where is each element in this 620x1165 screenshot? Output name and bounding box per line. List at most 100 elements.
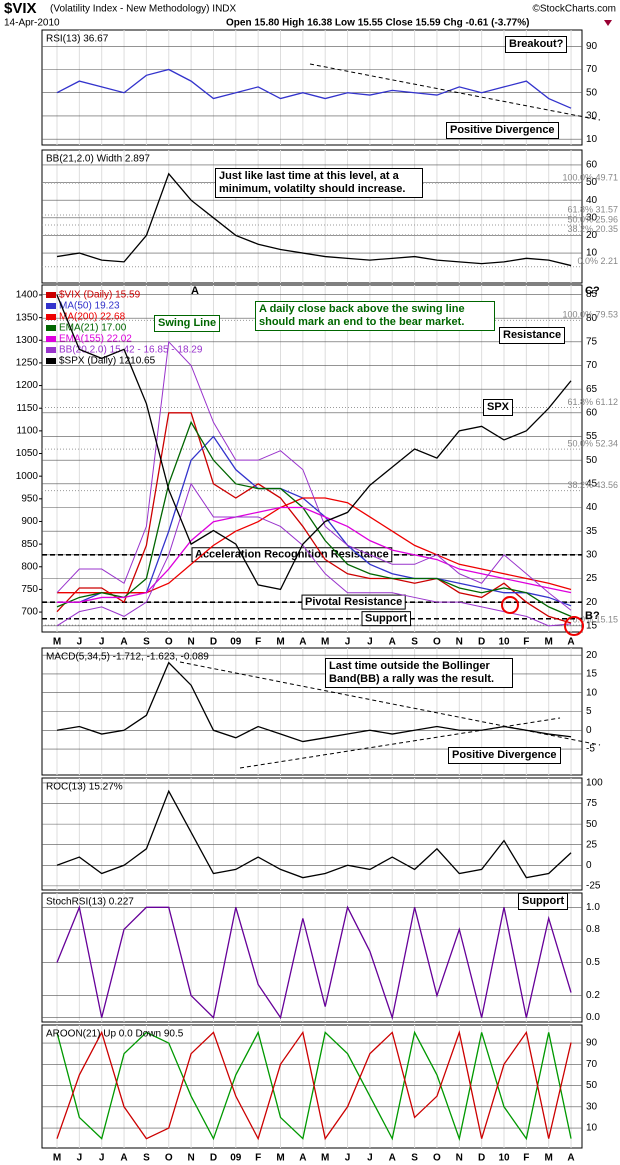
tick-label: 45	[586, 478, 598, 489]
tick-label: 25	[586, 573, 598, 584]
x-tick-label: A	[299, 637, 306, 648]
x-tick-label: J	[99, 1153, 105, 1164]
fib-label: 61.8% 61.12	[567, 397, 618, 407]
tick-label: 750	[21, 584, 38, 595]
down-arrow	[604, 20, 612, 26]
x-tick-label: F	[255, 637, 261, 648]
tick-label: 1000	[16, 471, 39, 482]
trend-line	[179, 661, 601, 746]
legend-swatch	[46, 314, 56, 320]
x-tick-label: F	[523, 637, 529, 648]
legend-label: MA(50) 19.23	[59, 301, 120, 312]
tick-label: 80	[586, 313, 598, 324]
legend-label: MA(200) 22.68	[59, 312, 126, 323]
x-tick-label: J	[99, 637, 105, 648]
legend-label: EMA(21) 17.00	[59, 323, 127, 334]
quote: Open 15.80 High 16.38 Low 15.55 Close 15…	[226, 18, 529, 29]
x-tick-label: O	[433, 1153, 441, 1164]
panel-label: StochRSI(13) 0.227	[46, 897, 134, 908]
series-line	[56, 172, 572, 267]
x-tick-label: M	[276, 1153, 284, 1164]
x-tick-label: 09	[230, 1153, 242, 1164]
x-tick-label: F	[255, 1153, 261, 1164]
tick-label: 850	[21, 539, 38, 550]
tick-label: 10	[586, 248, 598, 259]
tick-label: 60	[586, 160, 598, 171]
series-line	[56, 294, 572, 591]
fib-label: 50.0% 25.96	[567, 214, 618, 224]
tick-label: 30	[586, 212, 598, 223]
x-tick-label: A	[389, 637, 396, 648]
level-box	[361, 611, 411, 627]
annotation: Last time outside the Bollinger Band(BB)…	[325, 658, 513, 688]
x-tick-label: D	[478, 637, 485, 648]
x-tick-label: M	[321, 1153, 329, 1164]
annotation: Breakout?	[505, 36, 568, 53]
x-tick-label: J	[77, 637, 83, 648]
x-tick-label: M	[276, 637, 284, 648]
panel-label: BB(21,2.0) Width 2.897	[46, 154, 150, 165]
x-tick-label: N	[456, 637, 463, 648]
legend-label: EMA(155) 22.02	[59, 334, 132, 345]
tick-label: 1350	[16, 312, 39, 323]
tick-label: 35	[586, 526, 598, 537]
trend-line	[239, 717, 561, 769]
level-label: Pivotal Resistance	[305, 596, 402, 608]
series-line	[56, 789, 572, 879]
tick-label: 60	[586, 407, 598, 418]
tick-label: 20	[586, 597, 598, 608]
annotation: Positive Divergence	[448, 747, 561, 764]
x-tick-label: A	[567, 637, 574, 648]
source: ©StockCharts.com	[532, 4, 616, 15]
tick-label: 75	[586, 336, 598, 347]
x-tick-label: S	[411, 637, 418, 648]
tick-label: 30	[586, 1101, 598, 1112]
x-tick-label: M	[53, 637, 61, 648]
x-tick-label: D	[478, 1153, 485, 1164]
tick-label: 70	[586, 64, 598, 75]
panel-label: ROC(13) 15.27%	[46, 782, 123, 793]
annotation: Support	[518, 893, 569, 910]
tick-label: 1100	[16, 426, 38, 437]
tick-label: 0.2	[586, 990, 600, 1001]
panel-label: AROON(21) Up 0.0 Down 90.5	[46, 1029, 184, 1040]
x-tick-label: A	[120, 1153, 127, 1164]
highlight-circle	[501, 596, 519, 614]
tick-label: 90	[586, 1038, 598, 1049]
trend-line	[309, 63, 601, 121]
panel-label: MACD(5,34,5) -1.712, -1.623, -0.089	[46, 652, 209, 663]
tick-label: 90	[586, 41, 598, 52]
tick-label: 1.0	[586, 902, 600, 913]
tick-label: 100	[586, 778, 603, 789]
x-tick-label: N	[187, 637, 194, 648]
legend-swatch	[46, 336, 56, 342]
legend-swatch	[46, 292, 56, 298]
tick-label: 0.5	[586, 957, 600, 968]
x-tick-label: M	[321, 637, 329, 648]
annotation: Just like last time at this level, at a …	[215, 168, 423, 198]
x-tick-label: J	[345, 637, 351, 648]
x-tick-label: D	[210, 1153, 217, 1164]
x-tick-label: 09	[230, 637, 242, 648]
x-tick-label: O	[165, 637, 173, 648]
legend-swatch	[46, 358, 56, 364]
x-tick-label: A	[120, 637, 127, 648]
x-tick-label: S	[143, 637, 150, 648]
tick-label: 70	[586, 360, 598, 371]
x-tick-label: A	[389, 1153, 396, 1164]
tick-label: 65	[586, 384, 598, 395]
fib-label: 38.2% 43.56	[567, 480, 618, 490]
tick-label: 40	[586, 502, 598, 513]
fib-label: 61.8% 31.57	[567, 204, 618, 214]
panel	[41, 892, 583, 1023]
series-line	[56, 412, 572, 624]
legend-swatch	[46, 347, 56, 353]
tick-label: 1400	[16, 290, 39, 301]
tick-label: 70	[586, 1059, 598, 1070]
annotation: C?	[585, 285, 600, 297]
tick-label: 50	[586, 1080, 598, 1091]
tick-label: 10	[586, 687, 598, 698]
x-tick-label: N	[456, 1153, 463, 1164]
fib-label: 100.0% 79.53	[562, 310, 618, 320]
series-line	[56, 482, 572, 627]
